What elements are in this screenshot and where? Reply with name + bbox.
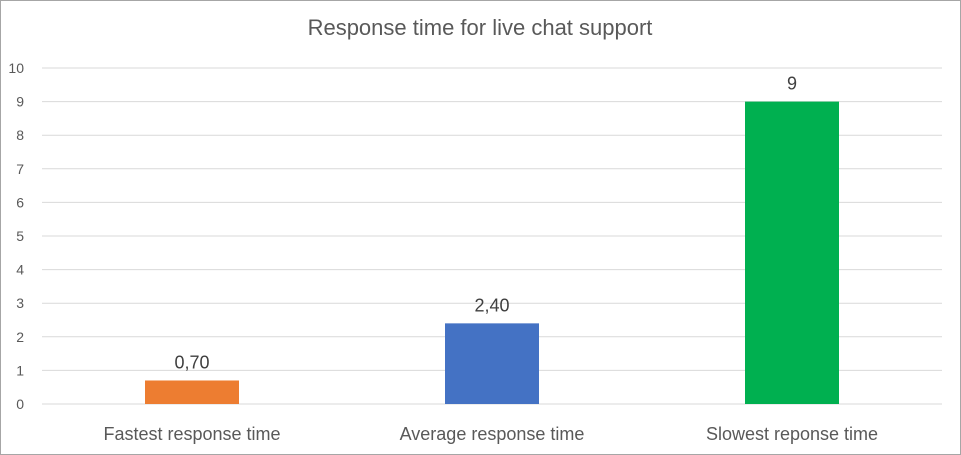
y-tick-label: 10 bbox=[8, 60, 24, 76]
y-tick-label: 9 bbox=[16, 94, 24, 110]
y-tick-label: 8 bbox=[16, 127, 24, 143]
y-tick-label: 0 bbox=[16, 396, 24, 412]
data-label: 9 bbox=[787, 74, 797, 94]
y-tick-label: 2 bbox=[16, 329, 24, 345]
y-tick-label: 6 bbox=[16, 194, 24, 210]
x-tick-label: Average response time bbox=[400, 424, 585, 444]
x-axis-ticks: Fastest response time Average response ti… bbox=[103, 424, 878, 444]
data-label: 0,70 bbox=[174, 352, 209, 372]
x-tick-label: Slowest reponse time bbox=[706, 424, 878, 444]
y-tick-label: 5 bbox=[16, 228, 24, 244]
bar bbox=[445, 323, 539, 404]
x-tick-label: Fastest response time bbox=[103, 424, 280, 444]
bar bbox=[745, 101, 839, 404]
data-labels: 0,70 2,40 9 bbox=[174, 74, 797, 373]
bar bbox=[145, 380, 239, 404]
y-tick-label: 4 bbox=[16, 262, 24, 278]
bars bbox=[145, 101, 839, 404]
data-label: 2,40 bbox=[474, 295, 509, 315]
y-axis-ticks: 0 1 2 3 4 5 6 7 8 9 10 bbox=[8, 60, 24, 412]
y-tick-label: 1 bbox=[16, 362, 24, 378]
chart-title: Response time for live chat support bbox=[308, 15, 653, 40]
y-tick-label: 3 bbox=[16, 295, 24, 311]
y-tick-label: 7 bbox=[16, 161, 24, 177]
